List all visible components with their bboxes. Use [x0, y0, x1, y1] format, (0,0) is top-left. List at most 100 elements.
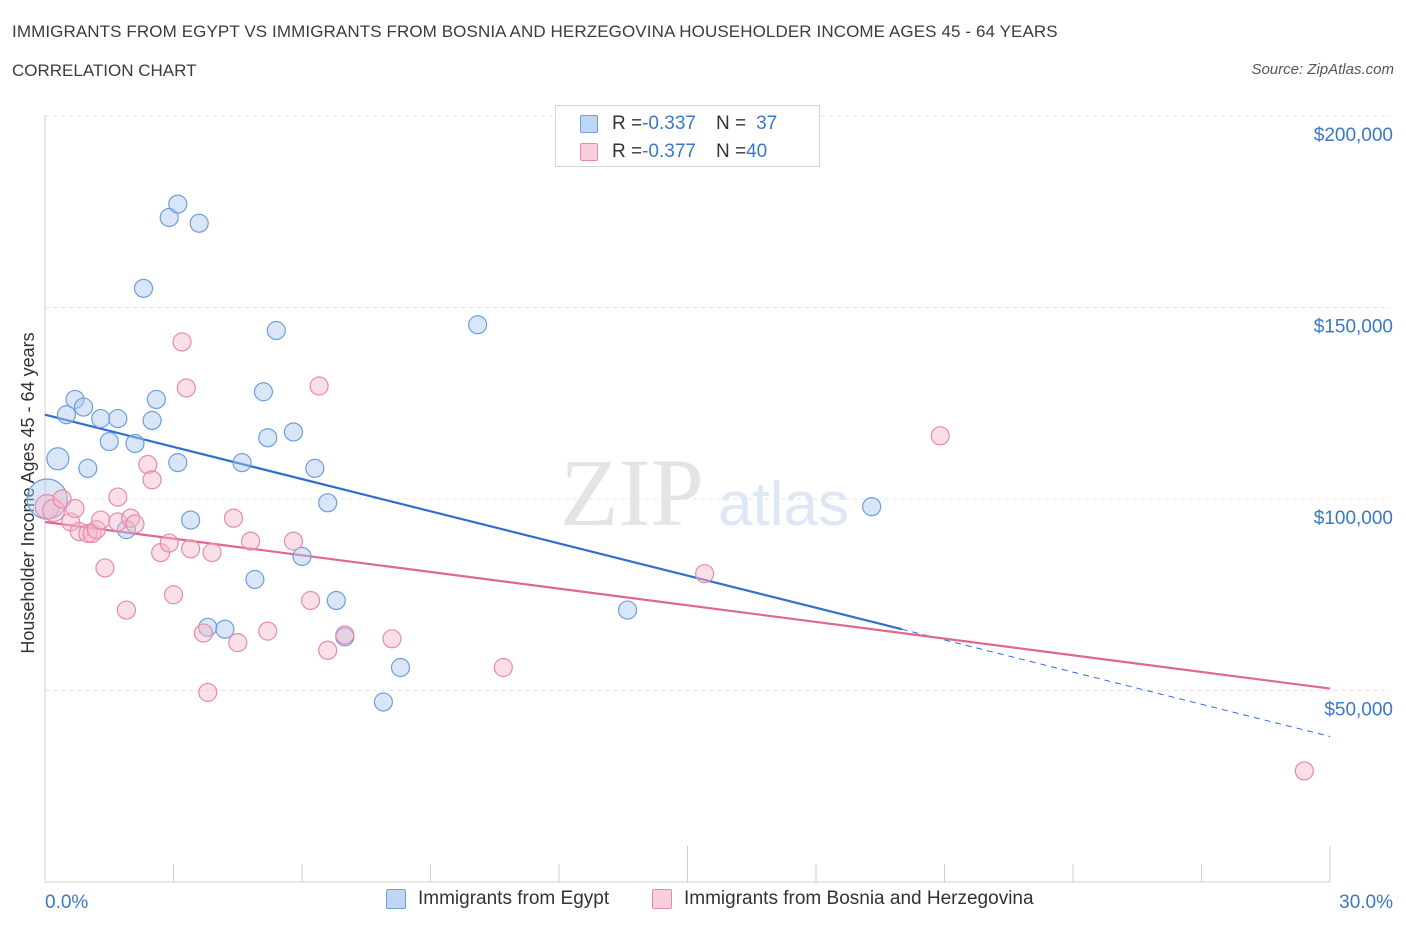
bosnia-point-32 [300, 590, 321, 611]
egypt-point-5 [78, 458, 98, 478]
bosnia-point-34 [318, 640, 338, 660]
bosnia-point-33 [309, 376, 329, 396]
bosnia-point-29 [241, 531, 261, 551]
data-points [26, 194, 1314, 781]
egypt-point-8 [108, 408, 128, 429]
bosnia-point-4 [65, 498, 85, 519]
egypt-point-18 [189, 213, 209, 233]
correlation-legend: R = -0.337 N = 37 R = -0.377 N = 40 [555, 105, 820, 167]
bosnia-point-31 [283, 531, 304, 551]
bosnia-point-37 [493, 657, 513, 678]
egypt-trend-line [44, 413, 902, 631]
egypt-point-4 [73, 397, 94, 417]
egypt-swatch [580, 115, 598, 133]
egypt-r-label: R = [612, 113, 643, 134]
egypt-point-25 [266, 320, 286, 341]
legend-row-bosnia: R = -0.377 N = 40 [580, 140, 767, 164]
y-tick-label-2: $150,000 [1314, 317, 1393, 338]
legend-item-bosnia[interactable]: Immigrants from Bosnia and Herzegovina [652, 888, 1034, 910]
y-tick-label-1: $100,000 [1314, 508, 1393, 529]
egypt-point-15 [168, 194, 188, 214]
trend-lines [44, 413, 1331, 737]
bosnia-point-39 [930, 426, 950, 446]
x-tick-label-start: 0.0% [45, 892, 88, 913]
egypt-point-7 [99, 431, 119, 452]
egypt-point-27 [292, 546, 312, 567]
grid-lines [45, 115, 1390, 691]
y-tick-labels: $50,000 $100,000 $150,000 $200,000 [1314, 125, 1393, 721]
bosnia-point-16 [138, 454, 158, 475]
bosnia-point-11 [108, 487, 128, 507]
egypt-point-23 [253, 382, 274, 402]
bosnia-point-8 [86, 520, 107, 540]
egypt-point-13 [146, 389, 166, 410]
watermark-zip: ZIP [560, 439, 704, 546]
egypt-point-32 [373, 692, 393, 712]
bosnia-point-38 [695, 564, 715, 584]
chart-title: IMMIGRANTS FROM EGYPT VS IMMIGRANTS FROM… [12, 22, 1058, 41]
bosnia-point-35 [335, 625, 355, 645]
egypt-point-20 [215, 619, 235, 639]
watermark-atlas: atlas [718, 470, 849, 539]
egypt-point-12 [142, 410, 162, 431]
egypt-point-36 [862, 497, 882, 517]
series-legend: Immigrants from Egypt Immigrants from Bo… [0, 888, 1406, 916]
bosnia-point-36 [382, 629, 402, 649]
source-credit: Source: ZipAtlas.com [1251, 61, 1394, 78]
bosnia-legend-swatch [652, 889, 672, 909]
bosnia-point-27 [223, 508, 244, 528]
legend-item-egypt[interactable]: Immigrants from Egypt [386, 888, 609, 910]
egypt-n-value: 37 [756, 113, 778, 134]
egypt-point-16 [168, 453, 188, 473]
bosnia-point-24 [193, 623, 214, 643]
bosnia-legend-label: Immigrants from Bosnia and Herzegovina [684, 888, 1034, 909]
bosnia-point-25 [198, 682, 218, 703]
egypt-legend-swatch [386, 889, 406, 909]
egypt-point-29 [318, 493, 338, 513]
legend-row-egypt: R = -0.337 N = 37 [580, 112, 777, 136]
watermark: ZIP atlas [560, 439, 849, 546]
egypt-point-10 [125, 433, 145, 454]
egypt-point-17 [181, 510, 201, 530]
bosnia-point-15 [125, 514, 145, 534]
egypt-point-6 [91, 408, 111, 429]
egypt-point-1 [46, 447, 70, 471]
bosnia-point-13 [116, 600, 136, 620]
bosnia-point-26 [202, 543, 222, 563]
bosnia-point-2 [52, 489, 72, 509]
bosnia-point-20 [163, 585, 184, 605]
x-tick-labels: 0.0% 30.0% [45, 892, 1393, 913]
egypt-point-26 [283, 422, 304, 442]
bosnia-point-23 [181, 539, 201, 559]
egypt-point-30 [326, 590, 346, 611]
egypt-r-value: -0.337 [642, 113, 696, 134]
egypt-n-label: N = [715, 113, 747, 134]
y-tick-label-0: $50,000 [1324, 700, 1393, 721]
egypt-point-35 [617, 600, 638, 620]
egypt-point-33 [390, 657, 411, 678]
egypt-point-2 [56, 405, 77, 425]
egypt-trend-extension [901, 628, 1331, 737]
bosnia-r-label: R = [612, 141, 643, 162]
bosnia-point-9 [91, 510, 111, 530]
bosnia-point-40 [1294, 761, 1314, 781]
egypt-point-22 [245, 569, 265, 590]
egypt-point-28 [305, 458, 325, 478]
y-tick-label-3: $200,000 [1314, 125, 1393, 146]
axes [44, 115, 1331, 883]
egypt-legend-label: Immigrants from Egypt [418, 888, 610, 909]
bosnia-point-10 [95, 558, 115, 578]
egypt-point-24 [258, 428, 278, 448]
bosnia-n-value: 40 [746, 141, 768, 162]
egypt-point-14 [159, 207, 179, 228]
bosnia-trend-line [44, 520, 1331, 690]
egypt-point-34 [468, 315, 488, 335]
bosnia-point-21 [172, 332, 192, 352]
bosnia-r-value: -0.377 [642, 141, 696, 162]
x-tick-label-end: 30.0% [1339, 892, 1393, 913]
bosnia-n-label: N = [715, 141, 747, 162]
bosnia-point-30 [258, 621, 278, 641]
bosnia-point-28 [228, 633, 248, 653]
bosnia-point-12 [108, 512, 128, 532]
